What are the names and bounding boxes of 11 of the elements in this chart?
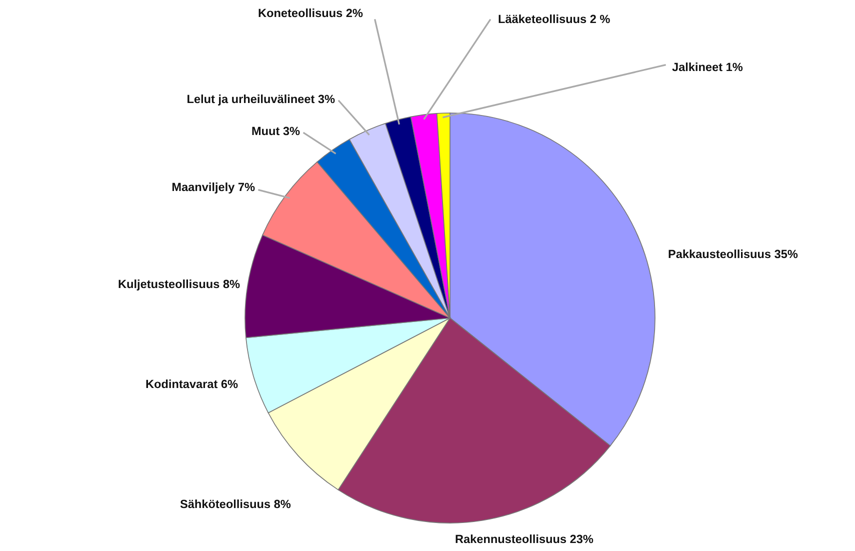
slice-label: Maanviljely 7% [172, 182, 255, 194]
slice-label: Jalkineet 1% [672, 62, 743, 72]
slice-label: Lelut ja urheiluvälineet 3% [188, 94, 335, 106]
slice-label: Pakkausteollisuus 35% [668, 249, 798, 258]
slice-label: Kuljetusteollisuus 8% [118, 279, 240, 290]
slice-label: Rakennusteollisuus 23% [456, 534, 594, 544]
slice-label: Koneteollisuus 2% [258, 8, 363, 18]
slice-label: Lääketeollisuus 2 % [498, 14, 610, 24]
slice-label: Muut 3% [252, 126, 300, 136]
slice-label: Sähköteollisuus 8% [180, 499, 291, 508]
slice-label: Kodintavarat 6% [146, 379, 238, 388]
